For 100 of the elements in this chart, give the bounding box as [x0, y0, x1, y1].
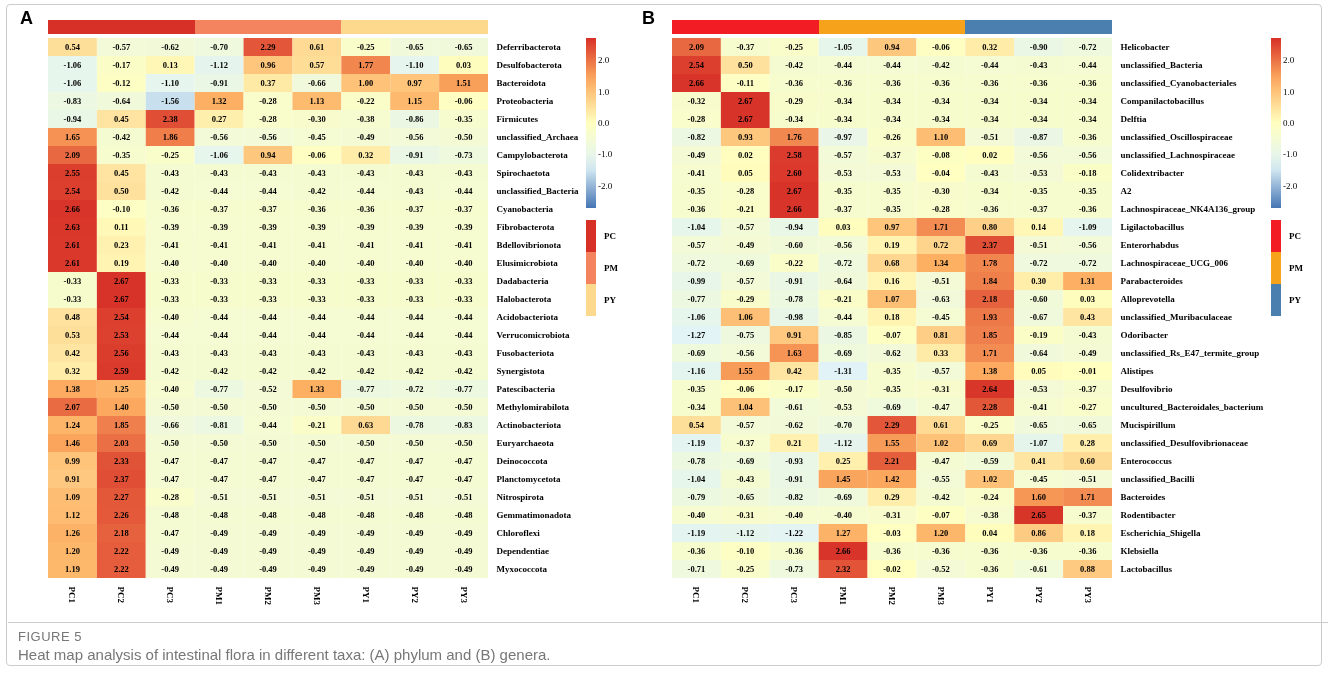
- data-label: -0.81: [210, 420, 228, 430]
- data-label: -0.50: [259, 402, 277, 412]
- data-label: -0.43: [210, 348, 228, 358]
- data-label: -0.69: [736, 258, 755, 268]
- data-label: -0.73: [785, 564, 804, 574]
- data-label: -0.40: [687, 510, 706, 520]
- data-label: 0.97: [884, 222, 901, 232]
- color-bar-label: 1.0: [1283, 86, 1295, 97]
- data-label: -0.72: [1029, 258, 1048, 268]
- data-label: -0.40: [259, 258, 277, 268]
- data-label: -0.41: [454, 240, 473, 250]
- x-tick-label: PM3: [311, 586, 322, 606]
- data-label: 2.54: [689, 60, 705, 70]
- data-label: -0.52: [932, 564, 950, 574]
- data-label: -0.34: [1078, 96, 1098, 106]
- data-label: -0.62: [785, 420, 804, 430]
- data-label: -0.49: [308, 564, 326, 574]
- data-label: -0.65: [405, 42, 424, 52]
- data-label: -0.44: [259, 312, 278, 322]
- data-label: 0.03: [1080, 294, 1095, 304]
- data-label: -0.43: [1029, 60, 1048, 70]
- data-label: -0.64: [834, 276, 853, 286]
- data-label: -0.47: [161, 474, 180, 484]
- data-label: -0.70: [834, 420, 852, 430]
- data-label: -0.50: [161, 402, 180, 412]
- data-label: -0.73: [454, 150, 473, 160]
- data-label: -0.65: [736, 492, 755, 502]
- data-label: -0.41: [161, 240, 180, 250]
- data-label: -1.06: [210, 150, 228, 160]
- data-label: 1.10: [933, 132, 949, 142]
- data-label: 2.21: [884, 456, 900, 466]
- y-tick-label: Gemmatimonadota: [496, 510, 572, 520]
- data-label: -0.48: [308, 510, 326, 520]
- data-label: -0.41: [259, 240, 277, 250]
- data-label: -0.34: [834, 114, 853, 124]
- data-label: 0.97: [407, 78, 423, 88]
- data-label: -1.31: [834, 366, 852, 376]
- data-label: -0.45: [932, 312, 950, 322]
- data-label: -0.69: [736, 456, 755, 466]
- data-label: -0.55: [932, 474, 950, 484]
- data-label: -0.34: [1078, 114, 1098, 124]
- data-label: 0.05: [737, 168, 753, 178]
- data-label: 2.67: [113, 276, 130, 286]
- data-label: -0.62: [883, 348, 901, 358]
- data-label: -0.28: [259, 114, 277, 124]
- data-label: -0.41: [210, 240, 228, 250]
- data-label: -0.50: [454, 438, 473, 448]
- data-label: -0.43: [454, 348, 473, 358]
- data-label: -0.25: [785, 42, 804, 52]
- data-label: 1.71: [1080, 492, 1095, 502]
- data-label: 0.05: [1031, 366, 1047, 376]
- data-label: 2.53: [113, 330, 129, 340]
- data-label: 2.38: [162, 114, 178, 124]
- data-label: -0.40: [210, 258, 228, 268]
- y-tick-label: unclassified_Archaea: [496, 132, 579, 142]
- data-label: -0.69: [687, 348, 706, 358]
- data-label: -0.56: [210, 132, 228, 142]
- data-label: -0.85: [834, 330, 852, 340]
- data-label: -0.17: [785, 384, 804, 394]
- data-label: -0.51: [980, 132, 999, 142]
- data-label: 0.27: [211, 114, 228, 124]
- color-bar-label: -2.0: [598, 180, 613, 191]
- x-tick-label: PC2: [740, 586, 751, 604]
- x-tick-label: PC1: [67, 586, 78, 604]
- y-tick-label: Bacteroides: [1120, 492, 1166, 502]
- data-label: -0.44: [308, 312, 327, 322]
- data-label: -0.33: [210, 294, 228, 304]
- data-label: -0.77: [687, 294, 707, 304]
- y-tick-label: Lachnospiraceae_NK4A136_group: [1120, 204, 1256, 214]
- y-tick-label: Lachnospiraceae_UCG_006: [1120, 258, 1229, 268]
- data-label: 0.60: [1080, 456, 1095, 466]
- data-label: -0.40: [161, 312, 180, 322]
- y-tick-label: Parabacteroides: [1120, 276, 1184, 286]
- data-label: -0.21: [736, 204, 755, 214]
- data-label: -0.49: [259, 564, 277, 574]
- data-label: 2.56: [113, 348, 129, 358]
- data-label: -0.78: [405, 420, 424, 430]
- data-label: -0.37: [1078, 384, 1098, 394]
- data-label: 0.32: [65, 366, 80, 376]
- data-label: 0.94: [884, 42, 901, 52]
- data-label: -0.64: [1029, 348, 1049, 358]
- data-label: -1.04: [687, 222, 707, 232]
- data-label: 1.60: [1031, 492, 1047, 502]
- data-label: 0.02: [982, 150, 998, 160]
- data-label: -0.08: [932, 150, 950, 160]
- data-label: -0.77: [210, 384, 229, 394]
- data-label: -0.10: [112, 204, 131, 214]
- data-label: -0.36: [980, 546, 999, 556]
- y-tick-label: Nitrospirota: [496, 492, 545, 502]
- data-label: -0.34: [1029, 96, 1049, 106]
- data-label: -0.47: [308, 474, 327, 484]
- color-bar-label: 1.0: [598, 86, 610, 97]
- data-label: -0.10: [736, 546, 755, 556]
- data-label: -0.63: [932, 294, 950, 304]
- data-label: -0.65: [1029, 420, 1048, 430]
- data-label: -0.51: [308, 492, 326, 502]
- data-label: 1.32: [211, 96, 227, 106]
- data-label: -0.59: [980, 456, 999, 466]
- data-label: 1.12: [65, 510, 80, 520]
- y-tick-label: Synergistota: [496, 366, 545, 376]
